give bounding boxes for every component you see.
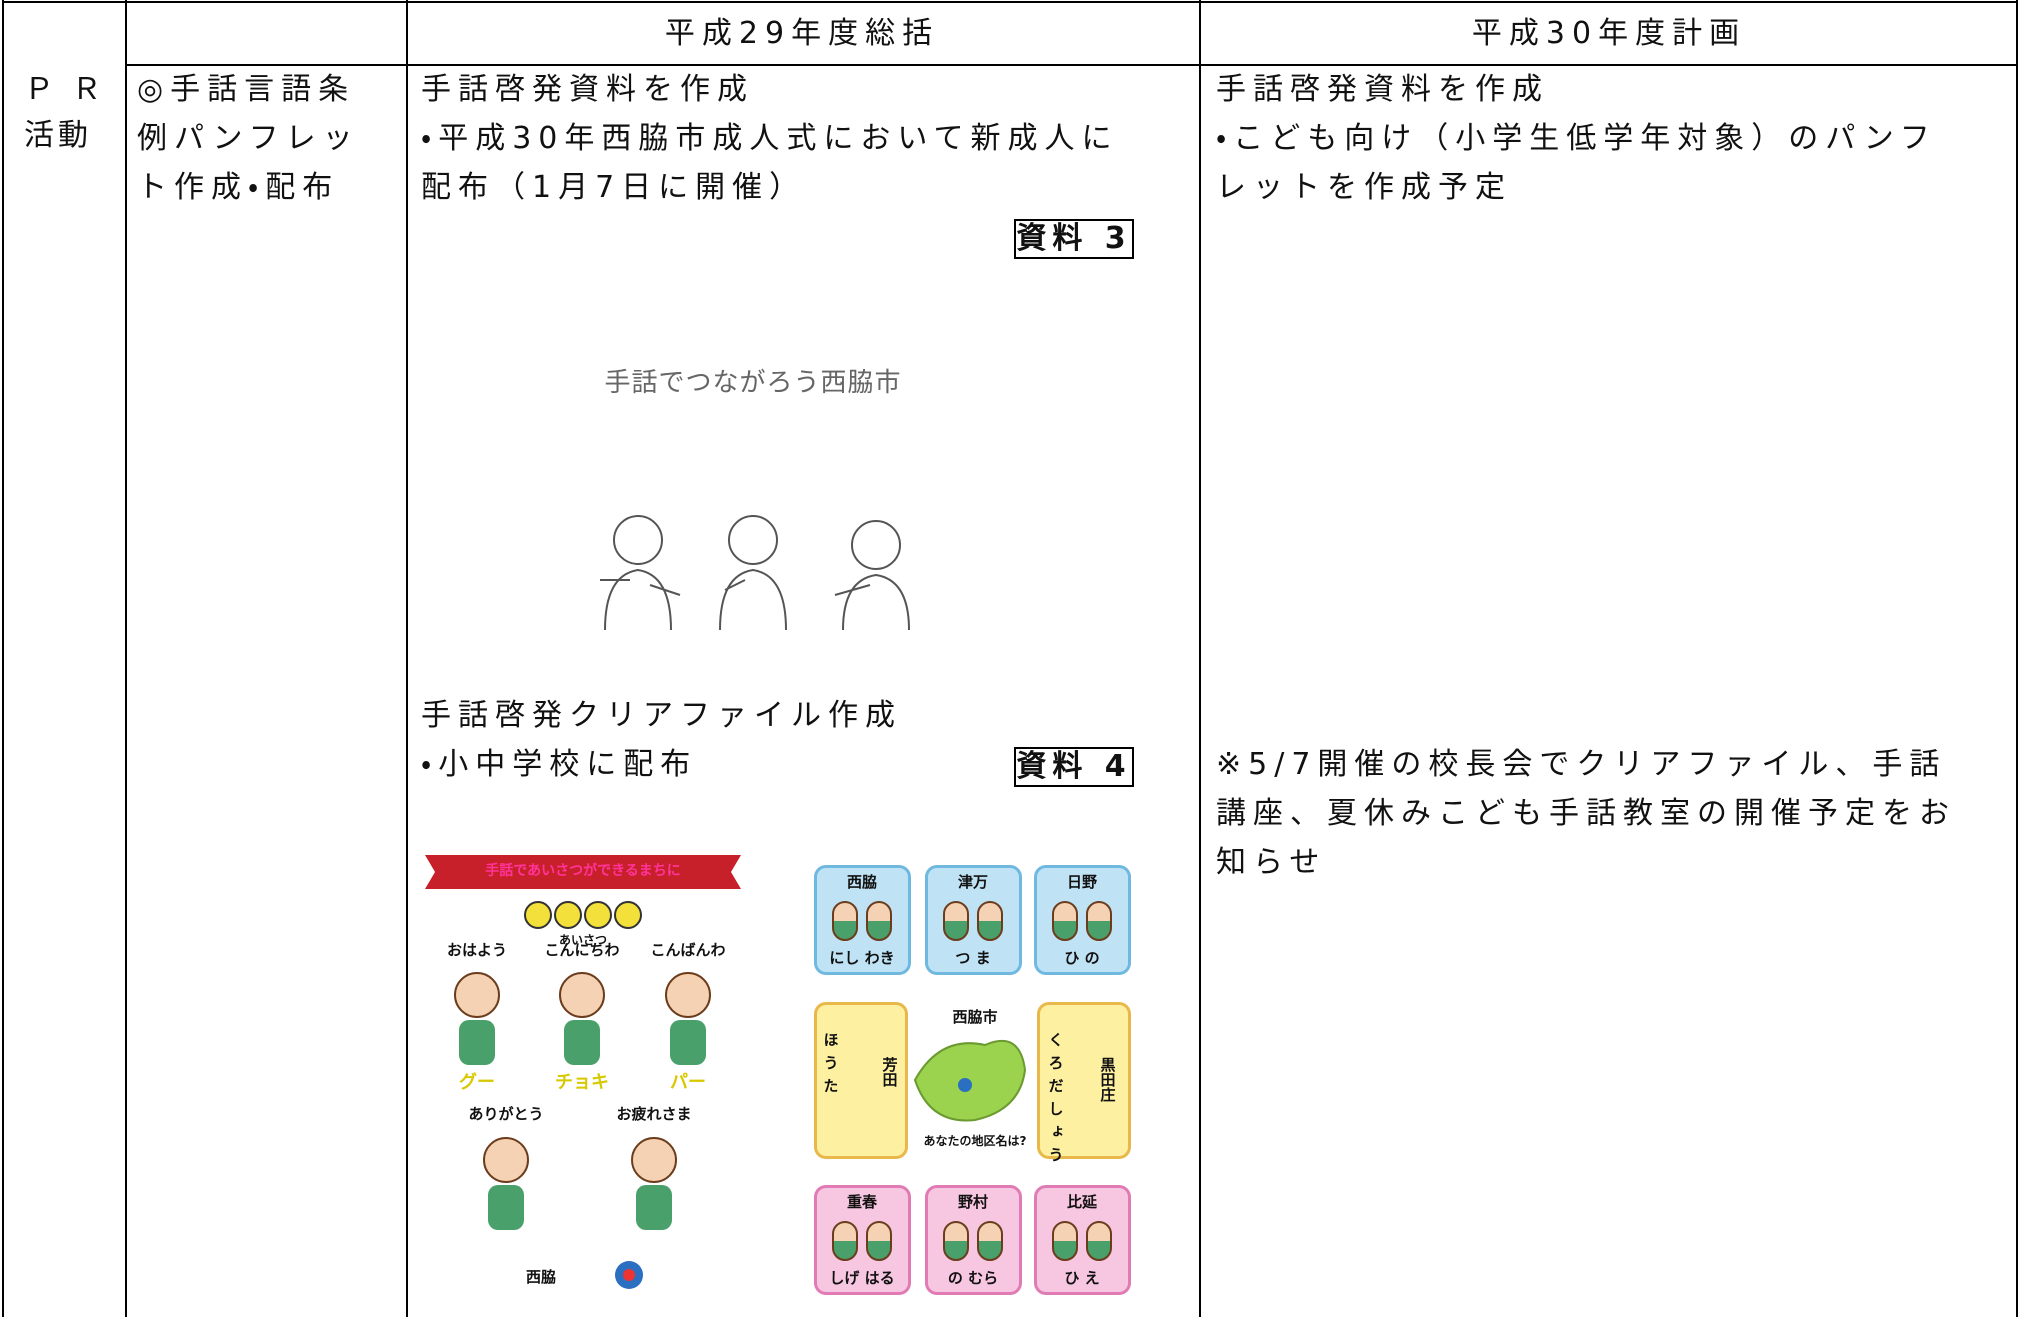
summary-text: 手話啓発クリアファイル作成 xyxy=(421,698,902,733)
pamphlet-illustration xyxy=(600,515,910,631)
district-card xyxy=(925,865,1022,975)
district-name: 日野 xyxy=(1066,873,1098,891)
column-header: 平成30年度計画 xyxy=(1471,16,1747,51)
district-name: 重春 xyxy=(846,1193,878,1211)
hand-label: グー xyxy=(459,1072,495,1093)
banner-text: 手話であいさつができるまちに xyxy=(485,863,681,879)
item-label: ◎手話言語条 xyxy=(137,72,356,107)
greeting-label: おはよう xyxy=(446,941,508,959)
category-label: Ｐ Ｒ xyxy=(24,72,106,107)
summary-text: 配布（1月7日に開催） xyxy=(421,170,807,205)
clear-file-illustration xyxy=(425,855,1027,1289)
summary-text: ・平成30年西脇市成人式において新成人に xyxy=(421,121,1119,156)
district-reading: くろだしょう xyxy=(1046,1032,1065,1170)
district-card xyxy=(814,865,911,975)
child-figure xyxy=(866,901,892,941)
child-figure xyxy=(1086,901,1112,941)
footer-label: 西脇 xyxy=(525,1268,557,1286)
district-reading: にし わき xyxy=(829,949,895,967)
column-header: 平成29年度総括 xyxy=(664,16,940,51)
district-card xyxy=(1034,1185,1131,1295)
plan-text: 手話啓発資料を作成 xyxy=(1216,72,1549,107)
item-label: ト作成・配布 xyxy=(137,170,340,205)
child-figure xyxy=(943,1221,969,1261)
district-name: 野村 xyxy=(957,1193,989,1211)
border xyxy=(2,0,4,1317)
district-card xyxy=(814,1002,908,1159)
child-figure xyxy=(832,901,858,941)
district-name: 津万 xyxy=(957,873,989,891)
plan-text: 知らせ xyxy=(1216,845,1327,880)
border xyxy=(1199,0,1201,1317)
border xyxy=(125,64,2018,66)
child-figure xyxy=(1052,901,1078,941)
district-card xyxy=(925,1185,1022,1295)
district-reading: ひ の xyxy=(1064,949,1100,967)
plan-text: 講座、夏休みこども手話教室の開催予定をお xyxy=(1216,796,1956,831)
border xyxy=(2,1,2018,3)
greeting-label: こんばんわ xyxy=(650,941,726,959)
item-label: 例パンフレッ xyxy=(137,121,360,156)
district-reading: ひ え xyxy=(1064,1269,1100,1287)
district-card xyxy=(814,1185,911,1295)
child-figure xyxy=(866,1221,892,1261)
district-reading: つ ま xyxy=(955,949,991,967)
category-label: 活動 xyxy=(24,118,92,153)
border xyxy=(2016,0,2018,1317)
district-card xyxy=(1034,865,1131,975)
greeting-label: お疲れさま xyxy=(616,1105,692,1123)
district-reading: ほうた xyxy=(821,1032,840,1101)
plan-text: ・こども向け（小学生低学年対象）のパンフ xyxy=(1216,121,1937,156)
border xyxy=(125,0,127,1317)
map-question: あなたの地区名は? xyxy=(923,1134,1027,1148)
district-name: 芳田 xyxy=(880,1057,899,1087)
plan-text: レットを作成予定 xyxy=(1216,170,1512,205)
summary-text: ・小中学校に配布 xyxy=(421,747,698,782)
greeting-label: こんにちわ xyxy=(544,941,620,959)
heading-text: あいさつ xyxy=(558,933,608,947)
district-name: 比延 xyxy=(1066,1193,1098,1211)
child-figure xyxy=(977,1221,1003,1261)
border xyxy=(406,0,408,1317)
district-reading: しげ はる xyxy=(829,1269,895,1287)
district-card xyxy=(1037,1002,1131,1159)
child-figure xyxy=(977,901,1003,941)
district-name: 西脇 xyxy=(846,873,878,891)
reference-label: 資料 3 xyxy=(1014,219,1134,259)
pamphlet-title: 手話でつながろう西脇市 xyxy=(604,368,902,398)
plan-text: ※5/7開催の校長会でクリアファイル、手話 xyxy=(1216,747,1947,782)
map-title: 西脇市 xyxy=(952,1008,998,1026)
child-figure xyxy=(1052,1221,1078,1261)
child-figure xyxy=(1086,1221,1112,1261)
greeting-label: ありがとう xyxy=(468,1105,544,1123)
district-name: 黒田庄 xyxy=(1098,1057,1117,1102)
district-reading: の むら xyxy=(947,1269,999,1287)
summary-text: 手話啓発資料を作成 xyxy=(421,72,754,107)
hand-label: パー xyxy=(670,1072,706,1093)
child-figure xyxy=(943,901,969,941)
reference-label: 資料 4 xyxy=(1014,747,1134,787)
hand-label: チョキ xyxy=(555,1072,609,1093)
child-figure xyxy=(832,1221,858,1261)
